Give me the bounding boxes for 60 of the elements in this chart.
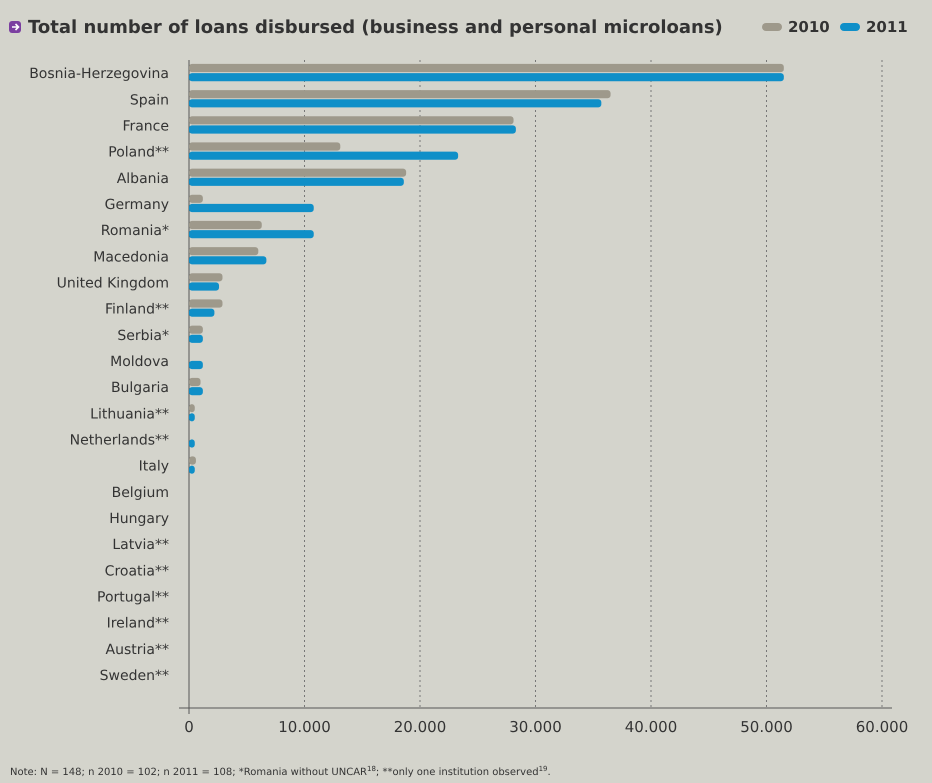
bar (189, 360, 203, 370)
y-tick-label: Croatia** (104, 563, 169, 580)
x-tick-label: 30.000 (509, 718, 562, 736)
bar (189, 73, 784, 82)
y-tick-label: Germany (104, 196, 169, 213)
y-tick-label: Portugal** (97, 589, 169, 606)
bar (189, 142, 340, 151)
x-tick-label: 20.000 (394, 718, 446, 736)
chart-title: Total number of loans disbursed (business and personal microloans) (28, 17, 723, 38)
bar (189, 90, 611, 98)
y-tick-label: Latvia** (112, 537, 169, 554)
y-tick-label: Spain (130, 92, 169, 108)
y-tick-label: Finland** (104, 302, 169, 318)
bar (189, 273, 222, 282)
y-tick-label: Sweden** (100, 668, 169, 684)
bar (189, 152, 458, 160)
bar (189, 230, 314, 238)
bar (189, 256, 266, 264)
y-tick-label: Lithuania** (90, 406, 169, 422)
x-tick-label: 40.000 (624, 718, 678, 736)
bar (189, 387, 203, 396)
y-tick-label: Austria** (106, 642, 169, 658)
y-tick-label: France (122, 118, 169, 134)
y-tick-label: United Kingdom (56, 275, 169, 292)
y-tick-label: Poland** (108, 144, 169, 161)
y-tick-label: Belgium (112, 484, 169, 501)
text: Note: N = 148; n 2010 = 102; n 2011 = 108; *Romania without UNCAR$^{18}$; **only one institution observed$^{19}$. (10, 765, 551, 778)
y-tick-label: Romania* (100, 223, 169, 240)
bar (189, 125, 516, 134)
legend-label: 2011 (866, 18, 908, 36)
x-tick-label: 50.000 (740, 718, 793, 736)
bar (189, 116, 514, 124)
x-tick-label: 60.000 (856, 718, 908, 736)
bar (189, 194, 203, 203)
y-tick-label: Bosnia-Herzegovina (29, 66, 169, 82)
bar (189, 99, 602, 108)
x-tick-label: 0 (184, 718, 194, 736)
y-tick-label: Hungary (109, 510, 169, 527)
bar (189, 64, 784, 72)
bar (189, 204, 314, 212)
bar (189, 299, 222, 308)
bar (189, 247, 258, 256)
bar (189, 378, 201, 386)
y-tick-label: Italy (138, 458, 169, 475)
bar (189, 334, 203, 343)
bar (189, 178, 404, 186)
y-tick-label: Serbia* (117, 328, 169, 344)
y-tick-label: Bulgaria (110, 380, 169, 396)
y-tick-label: Ireland** (106, 616, 169, 632)
y-tick-label: Netherlands** (70, 432, 169, 448)
bar (189, 282, 220, 291)
bar (189, 308, 214, 317)
bar (189, 168, 406, 177)
y-tick-label: Albania (116, 170, 169, 187)
bar (189, 220, 262, 230)
y-tick-label: Moldova (110, 354, 169, 370)
y-tick-label: Macedonia (93, 249, 169, 266)
x-tick-label: 10.000 (278, 718, 331, 736)
bar (189, 326, 203, 334)
legend-label: 2010 (788, 18, 830, 36)
